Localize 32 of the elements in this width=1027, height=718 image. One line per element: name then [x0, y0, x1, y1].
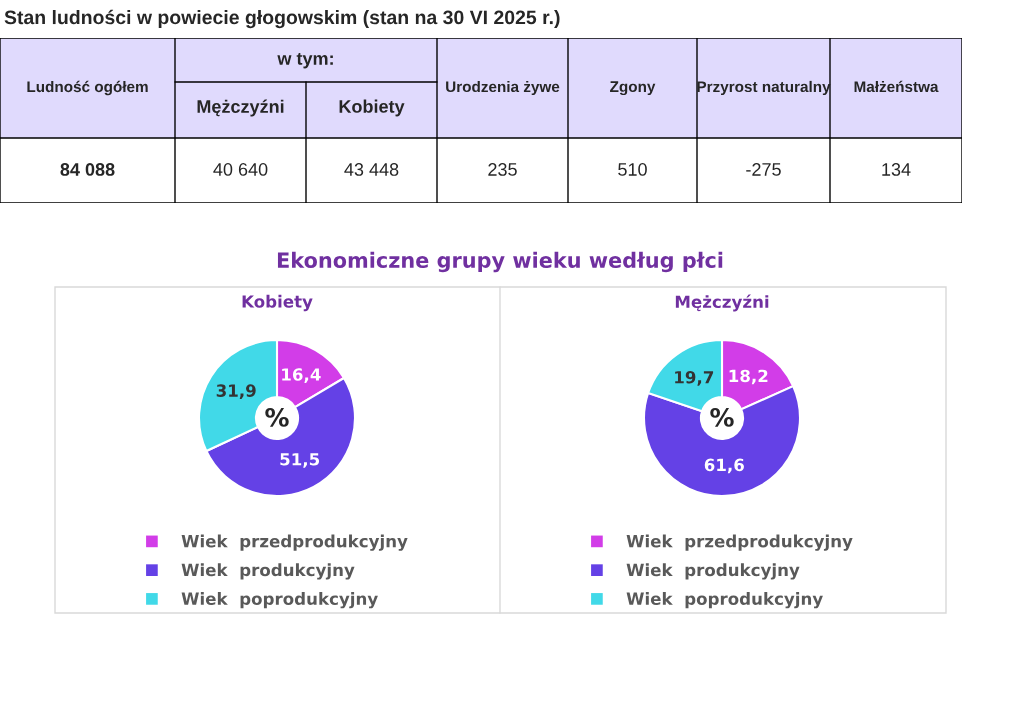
data-label: 43 448 — [344, 163, 399, 176]
data-label: 61,6 — [704, 458, 744, 474]
chart-subtitle: Kobiety — [242, 294, 313, 312]
category-label: Kobiety — [339, 99, 405, 117]
data-label: 51,5 — [280, 453, 320, 468]
legend-label: Wiek przedprodukcyjny — [626, 534, 853, 551]
legend-label: Wiek przedprodukcyjny — [181, 534, 408, 551]
text: w tym: — [277, 52, 333, 69]
data-label: 84 088 — [60, 163, 115, 176]
data-label: 40 640 — [213, 163, 268, 176]
text: % — [710, 407, 734, 427]
data-label: 31,9 — [216, 384, 256, 400]
data-label: 134 — [882, 163, 911, 176]
data-label: 510 — [618, 163, 647, 176]
data-label: 235 — [488, 163, 517, 176]
legend-label: Wiek produkcyjny — [626, 563, 800, 580]
chart-subtitle: Mężczyźni — [675, 294, 769, 312]
category-label: Mężczyźni — [197, 99, 284, 117]
legend-label: Wiek poprodukcyjny — [181, 592, 378, 609]
legend-label: Wiek produkcyjny — [181, 563, 355, 580]
category-label: Małżeństwa — [854, 80, 939, 93]
category-label: Zgony — [610, 81, 656, 96]
data-label: 19,7 — [675, 370, 714, 386]
category-label: Urodzenia żywe — [446, 80, 560, 96]
legend-label: Wiek poprodukcyjny — [626, 592, 823, 609]
data-label: 18,2 — [729, 369, 768, 385]
data-label: 16,4 — [282, 368, 321, 383]
text: Stan ludności w powiecie głogowskim (stan na 30 VI 2025 r.) — [4, 9, 560, 29]
text: Ekonomiczne grupy wieku według płci — [277, 251, 723, 273]
data-label: -275 — [746, 163, 781, 176]
category-label: Ludność ogółem — [27, 80, 148, 96]
text: % — [265, 407, 289, 427]
